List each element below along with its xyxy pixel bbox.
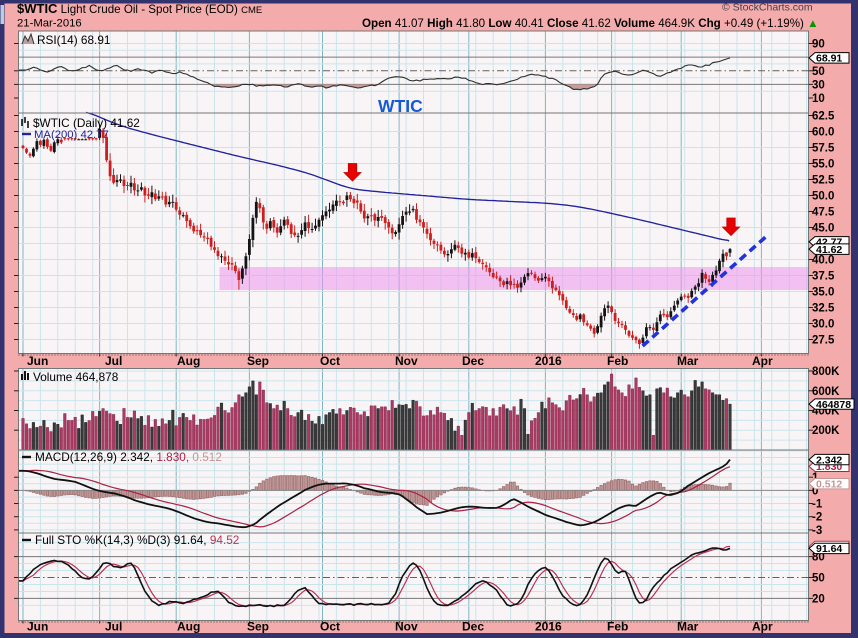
svg-text:10: 10 <box>812 93 825 105</box>
svg-text:$WTIC Light Crude Oil - Spot P: $WTIC Light Crude Oil - Spot Price (EOD)… <box>17 1 262 16</box>
svg-text:-2: -2 <box>812 512 822 524</box>
svg-text:Open 41.07 High 41.80 Low 40.4: Open 41.07 High 41.80 Low 40.41 Close 41… <box>362 17 819 30</box>
svg-text:Nov: Nov <box>395 620 418 634</box>
svg-text:30: 30 <box>812 79 825 91</box>
svg-text:40.0: 40.0 <box>812 255 834 267</box>
svg-text:RSI(14) 68.91: RSI(14) 68.91 <box>37 33 110 47</box>
svg-text:20: 20 <box>812 593 825 605</box>
svg-text:Jul: Jul <box>105 620 122 634</box>
svg-text:© StockCharts.com: © StockCharts.com <box>722 2 813 14</box>
svg-text:Apr: Apr <box>752 354 773 368</box>
svg-text:600K: 600K <box>812 386 840 398</box>
svg-text:$WTIC (Daily) 41.62: $WTIC (Daily) 41.62 <box>33 116 140 130</box>
svg-text:464878: 464878 <box>816 399 851 411</box>
svg-text:800K: 800K <box>812 366 840 378</box>
svg-text:80: 80 <box>812 552 825 564</box>
svg-text:50.0: 50.0 <box>812 191 834 203</box>
svg-text:Aug: Aug <box>177 354 200 368</box>
svg-text:60.0: 60.0 <box>812 127 834 139</box>
svg-text:-1: -1 <box>812 499 823 511</box>
svg-text:Aug: Aug <box>177 620 200 634</box>
svg-text:Apr: Apr <box>752 620 773 634</box>
svg-text:Sep: Sep <box>247 620 269 634</box>
svg-text:55.0: 55.0 <box>812 159 834 171</box>
svg-text:MACD(12,26,9) 2.342, 1.830, 0.: MACD(12,26,9) 2.342, 1.830, 0.512 <box>35 450 222 464</box>
svg-text:Jun: Jun <box>27 620 48 634</box>
svg-text:200K: 200K <box>812 425 840 437</box>
svg-text:90: 90 <box>812 39 825 51</box>
svg-text:2.342: 2.342 <box>816 454 842 466</box>
svg-text:37.5: 37.5 <box>812 271 835 283</box>
svg-text:68.91: 68.91 <box>816 53 842 65</box>
svg-text:Nov: Nov <box>395 354 418 368</box>
svg-text:2016: 2016 <box>535 354 562 368</box>
svg-text:WTIC: WTIC <box>378 96 423 116</box>
svg-text:0.512: 0.512 <box>816 479 842 491</box>
svg-text:0: 0 <box>812 485 818 497</box>
svg-text:35.0: 35.0 <box>812 287 834 299</box>
svg-text:45.0: 45.0 <box>812 223 834 235</box>
svg-text:Oct: Oct <box>320 354 340 368</box>
svg-text:91.64: 91.64 <box>816 543 842 555</box>
svg-text:MA(200) 42.77: MA(200) 42.77 <box>34 129 109 141</box>
svg-text:Feb: Feb <box>607 354 628 368</box>
svg-text:Dec: Dec <box>462 620 484 634</box>
svg-text:Jul: Jul <box>105 354 122 368</box>
svg-text:52.5: 52.5 <box>812 175 835 187</box>
svg-text:Sep: Sep <box>247 354 269 368</box>
svg-text:Full STO %K(14,3) %D(3) 91.64,: Full STO %K(14,3) %D(3) 91.64, 94.52 <box>35 533 239 547</box>
svg-text:30.0: 30.0 <box>812 319 834 331</box>
svg-text:Feb: Feb <box>607 620 628 634</box>
svg-text:57.5: 57.5 <box>812 143 835 155</box>
svg-text:47.5: 47.5 <box>812 207 835 219</box>
svg-text:Oct: Oct <box>320 620 340 634</box>
svg-text:Volume 464,878: Volume 464,878 <box>33 370 119 384</box>
svg-text:Jun: Jun <box>27 354 48 368</box>
svg-text:41.62: 41.62 <box>816 244 842 256</box>
svg-text:2016: 2016 <box>535 620 562 634</box>
svg-text:62.5: 62.5 <box>812 111 835 123</box>
svg-text:27.5: 27.5 <box>812 335 835 347</box>
svg-text:Dec: Dec <box>462 354 484 368</box>
svg-text:21-Mar-2016: 21-Mar-2016 <box>17 18 82 30</box>
svg-text:50: 50 <box>812 66 825 78</box>
svg-text:32.5: 32.5 <box>812 303 835 315</box>
svg-text:-3: -3 <box>812 525 822 537</box>
svg-text:50: 50 <box>812 573 825 585</box>
svg-text:Mar: Mar <box>677 620 699 634</box>
svg-text:Mar: Mar <box>677 354 699 368</box>
